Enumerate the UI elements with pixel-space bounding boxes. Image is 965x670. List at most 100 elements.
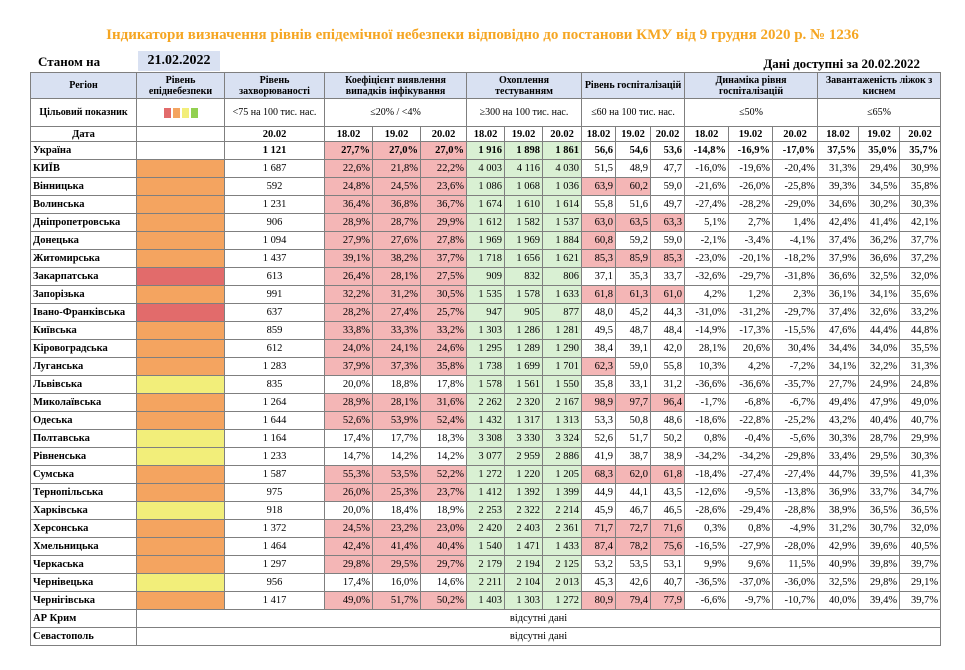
testing-cell: 2 322	[504, 501, 543, 520]
date-cell: 18.02	[324, 126, 373, 142]
testing-cell: 1 303	[466, 321, 505, 340]
region-name: КИЇВ	[30, 159, 137, 178]
oxygen-beds-cell: 39,3%	[817, 177, 860, 196]
morbidity-cell: 956	[224, 573, 325, 592]
hosp-dynamics-cell: -4,1%	[772, 231, 819, 250]
oxygen-beds-cell: 36,5%	[858, 501, 901, 520]
level-swatch-green	[190, 107, 198, 118]
region-name: АР Крим	[30, 609, 137, 628]
hosp-dynamics-cell: -10,7%	[772, 591, 819, 610]
testing-cell: 1 205	[541, 465, 583, 484]
morbidity-cell: 1 587	[224, 465, 325, 484]
header-testing: Охоплення тестуванням	[465, 72, 583, 99]
header-level: Рівень епіднебезпеки	[136, 72, 225, 99]
hospitalization-cell: 85,3	[581, 249, 617, 268]
oxygen-beds-cell: 35,8%	[899, 177, 942, 196]
morbidity-cell: 1 687	[224, 159, 325, 178]
detection-cell: 20,0%	[324, 375, 373, 394]
hospitalization-cell: 60,8	[581, 231, 617, 250]
hospitalization-cell: 63,0	[581, 213, 617, 232]
detection-cell: 27,7%	[324, 141, 373, 160]
oxygen-beds-cell: 47,9%	[858, 393, 901, 412]
indicators-table: Регіон Рівень епіднебезпеки Рівень захво…	[30, 72, 942, 646]
region-name: Харківська	[30, 501, 137, 520]
testing-cell: 2 253	[466, 501, 505, 520]
hosp-dynamics-cell: -36,0%	[772, 573, 819, 592]
testing-cell: 2 403	[504, 519, 543, 538]
detection-cell: 16,0%	[372, 573, 421, 592]
detection-cell: 28,2%	[324, 303, 373, 322]
date-cell: 18.02	[684, 126, 730, 142]
hospitalization-cell: 48,6	[650, 411, 686, 430]
detection-cell: 24,1%	[372, 339, 421, 358]
hospitalization-cell: 41,9	[581, 447, 617, 466]
date-cell: 20.02	[772, 126, 819, 142]
morbidity-cell: 1 297	[224, 555, 325, 574]
testing-cell: 2 125	[541, 555, 583, 574]
oxygen-beds-cell: 30,9%	[899, 159, 942, 178]
hospitalization-cell: 48,4	[650, 321, 686, 340]
header-morbidity: Рівень захворюваності	[224, 72, 325, 99]
morbidity-cell: 1 094	[224, 231, 325, 250]
hosp-dynamics-cell: -18,6%	[684, 411, 730, 430]
level-cell	[136, 537, 225, 556]
level-swatch-red	[163, 107, 171, 118]
hospitalization-cell: 77,9	[650, 591, 686, 610]
detection-cell: 30,5%	[420, 285, 467, 304]
hosp-dynamics-cell: -6,6%	[684, 591, 730, 610]
testing-cell: 1 392	[504, 483, 543, 502]
detection-cell: 22,2%	[420, 159, 467, 178]
table-row: Чернівецька 956 17,4% 16,0% 14,6% 2 211 2 104 2…	[30, 573, 942, 592]
detection-cell: 32,2%	[324, 285, 373, 304]
region-name: Тернопільська	[30, 483, 137, 502]
hospitalization-cell: 38,4	[581, 339, 617, 358]
date-cell: 18.02	[581, 126, 617, 142]
hosp-dynamics-cell: -28,8%	[772, 501, 819, 520]
testing-cell: 1 303	[504, 591, 543, 610]
morbidity-cell: 1 231	[224, 195, 325, 214]
detection-cell: 24,6%	[420, 339, 467, 358]
hospitalization-cell: 87,4	[581, 537, 617, 556]
oxygen-beds-cell: 35,7%	[899, 141, 942, 160]
hospitalization-cell: 60,2	[615, 177, 652, 196]
detection-cell: 27,5%	[420, 267, 467, 286]
level-cell	[136, 303, 225, 322]
testing-cell: 1 289	[504, 339, 543, 358]
testing-cell: 1 540	[466, 537, 505, 556]
hospitalization-cell: 44,1	[615, 483, 652, 502]
hosp-dynamics-cell: -27,4%	[772, 465, 819, 484]
morbidity-cell: 637	[224, 303, 325, 322]
hospitalization-cell: 39,1	[615, 339, 652, 358]
hospitalization-cell: 38,7	[615, 447, 652, 466]
detection-cell: 29,5%	[372, 555, 421, 574]
dates-label: Дата	[30, 126, 137, 142]
hospitalization-cell: 51,5	[581, 159, 617, 178]
detection-cell: 26,4%	[324, 267, 373, 286]
hosp-dynamics-cell: -34,2%	[728, 447, 774, 466]
hospitalization-cell: 53,3	[581, 411, 617, 430]
hospitalization-cell: 85,9	[615, 249, 652, 268]
hosp-dynamics-cell: -29,4%	[728, 501, 774, 520]
report-title: Індикатори визначення рівнів епідемічної…	[106, 27, 859, 43]
hosp-dynamics-cell: -13,8%	[772, 483, 819, 502]
date-cell: 19.02	[728, 126, 774, 142]
testing-cell: 1 578	[466, 375, 505, 394]
oxygen-beds-cell: 28,7%	[858, 429, 901, 448]
hospitalization-cell: 49,5	[581, 321, 617, 340]
testing-cell: 1 433	[541, 537, 583, 556]
oxygen-beds-cell: 37,9%	[817, 249, 860, 268]
hosp-dynamics-cell: 4,2%	[728, 357, 774, 376]
detection-cell: 22,6%	[324, 159, 373, 178]
detection-cell: 25,3%	[372, 483, 421, 502]
hosp-dynamics-cell: -36,6%	[728, 375, 774, 394]
hosp-dynamics-cell: -29,7%	[772, 303, 819, 322]
testing-cell: 1 272	[541, 591, 583, 610]
hosp-dynamics-cell: -12,6%	[684, 483, 730, 502]
hospitalization-cell: 33,7	[650, 267, 686, 286]
oxygen-beds-cell: 42,4%	[817, 213, 860, 232]
oxygen-beds-cell: 35,0%	[858, 141, 901, 160]
oxygen-beds-cell: 30,2%	[858, 195, 901, 214]
hospitalization-cell: 45,2	[615, 303, 652, 322]
detection-cell: 31,6%	[420, 393, 467, 412]
detection-cell: 25,7%	[420, 303, 467, 322]
